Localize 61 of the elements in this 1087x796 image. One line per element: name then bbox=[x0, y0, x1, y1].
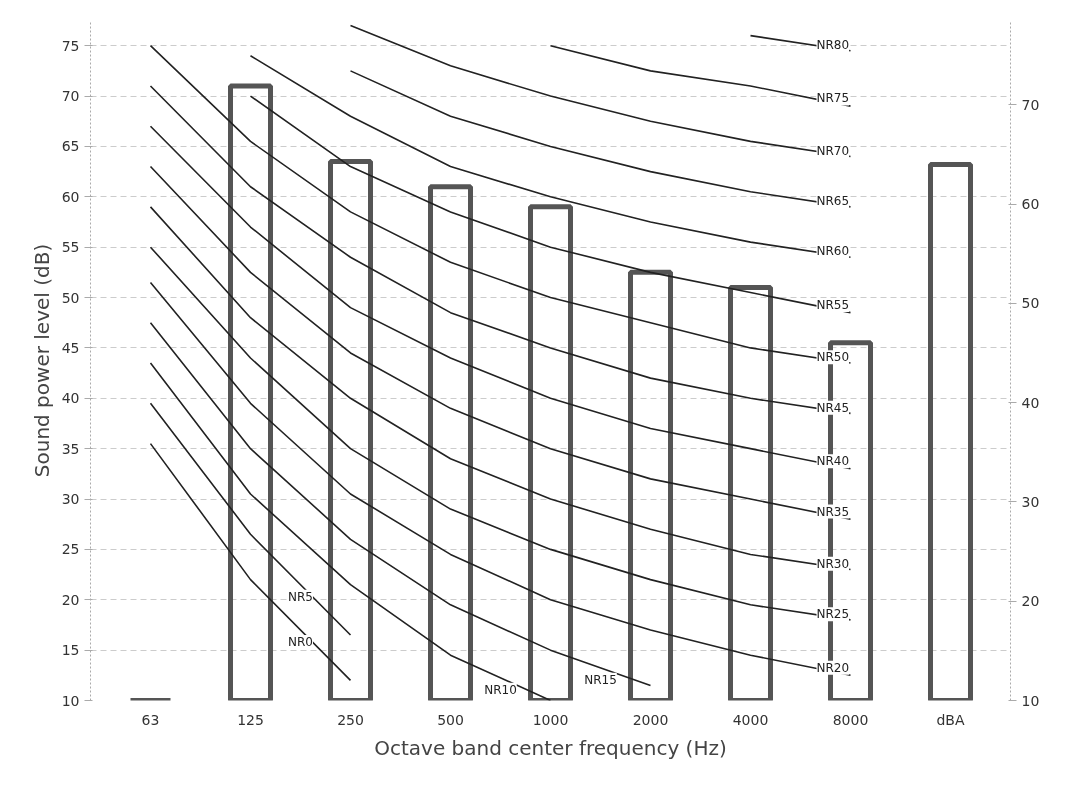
line-series bbox=[249, 54, 852, 259]
series-label: NR5 bbox=[288, 589, 313, 604]
y-axis-title: Sound power level (dB) bbox=[29, 243, 54, 478]
y2-tick-label: 70 bbox=[1021, 96, 1040, 113]
y-tick-label: 20 bbox=[61, 591, 80, 608]
x-tick-label: 8000 bbox=[832, 711, 869, 728]
series-label: NR10 bbox=[484, 682, 517, 697]
x-axis-title: Octave band center frequency (Hz) bbox=[374, 735, 727, 760]
series-label: NR50 bbox=[816, 350, 850, 365]
series-label: NR15 bbox=[584, 672, 617, 687]
line-series bbox=[249, 95, 852, 314]
y-tick-label: 65 bbox=[61, 138, 80, 155]
line-series bbox=[149, 362, 552, 701]
y-tick-label: 15 bbox=[61, 642, 80, 659]
x-tick-label: 500 bbox=[437, 711, 464, 728]
series-label: NR70 bbox=[816, 143, 850, 158]
y-tick-label: 10 bbox=[61, 692, 80, 709]
y-tick-label: 55 bbox=[61, 239, 80, 256]
x-tick-label: 63 bbox=[141, 711, 160, 728]
y-tick-label: 45 bbox=[61, 339, 80, 356]
x-tick-label: 125 bbox=[237, 711, 264, 728]
y-tick-label: 60 bbox=[61, 188, 80, 205]
y2-tick-label: 20 bbox=[1021, 593, 1040, 610]
y2-tick-label: 40 bbox=[1021, 394, 1040, 411]
x-tick-label: 250 bbox=[337, 711, 364, 728]
x-tick-label: 2000 bbox=[632, 711, 669, 728]
series-label: NR20 bbox=[816, 660, 850, 675]
series-label: NR25 bbox=[816, 607, 850, 622]
y2-tick-label: 60 bbox=[1021, 196, 1040, 213]
series-label: NR40 bbox=[816, 454, 850, 469]
series-label: NR80 bbox=[816, 37, 850, 52]
y-tick-label: 75 bbox=[61, 37, 80, 54]
series-label: NR30 bbox=[816, 556, 850, 571]
series-label: NR35 bbox=[816, 504, 850, 519]
series-label: NR75 bbox=[816, 91, 850, 106]
series-label: NR65 bbox=[816, 194, 850, 209]
y-tick-label: 35 bbox=[61, 440, 80, 457]
y-tick-label: 30 bbox=[61, 491, 80, 508]
y2-tick-label: 50 bbox=[1021, 295, 1040, 312]
line-series bbox=[149, 321, 652, 687]
series-label: NR0 bbox=[288, 634, 313, 649]
series-label: NR60 bbox=[816, 244, 850, 259]
line-series bbox=[149, 246, 852, 621]
line-series bbox=[149, 85, 852, 415]
series-label: NR55 bbox=[816, 297, 850, 312]
line-series bbox=[349, 24, 852, 158]
y-tick-label: 25 bbox=[61, 541, 80, 558]
x-tick-label: 4000 bbox=[732, 711, 769, 728]
line-series bbox=[149, 281, 852, 677]
x-tick-label: 1000 bbox=[532, 711, 569, 728]
series-label: NR45 bbox=[816, 400, 850, 415]
line-series bbox=[149, 125, 852, 470]
line-series bbox=[149, 206, 852, 571]
y-tick-label: 40 bbox=[61, 390, 80, 407]
y2-tick-label: 10 bbox=[1021, 692, 1040, 709]
line-series bbox=[349, 70, 852, 208]
x-tick-label: dBA bbox=[936, 711, 965, 728]
line-series bbox=[149, 165, 852, 520]
y-tick-label: 70 bbox=[61, 88, 80, 105]
y-tick-label: 50 bbox=[61, 289, 80, 306]
y2-tick-label: 30 bbox=[1021, 493, 1040, 510]
